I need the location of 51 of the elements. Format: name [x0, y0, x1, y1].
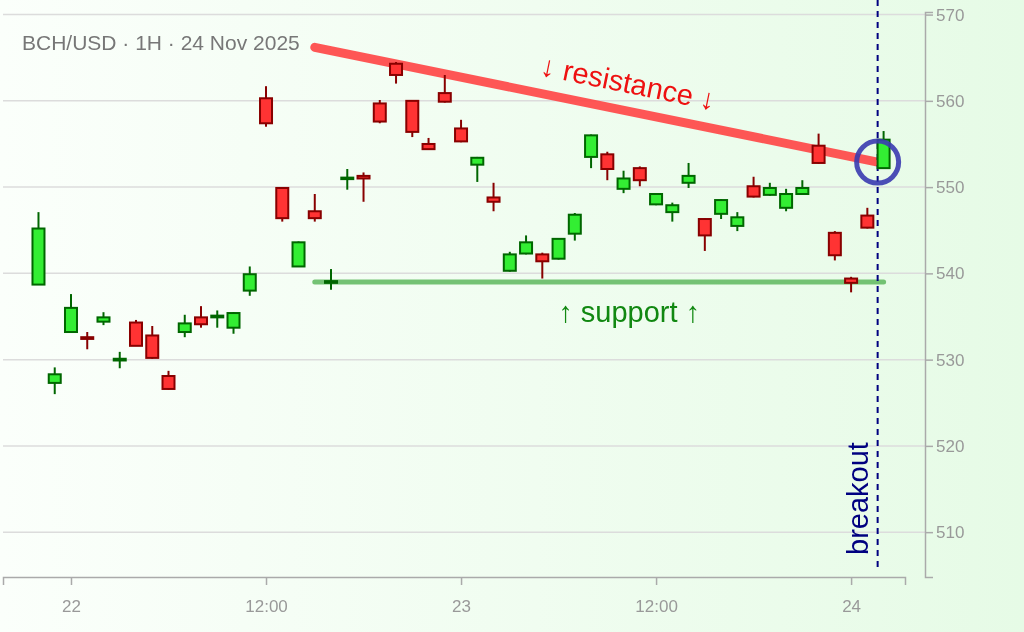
- candlestick: [665, 201, 680, 223]
- candlestick: [389, 61, 404, 85]
- candlestick: [714, 198, 729, 221]
- candlestick: [129, 318, 143, 347]
- x-tick-label: 12:00: [635, 596, 678, 616]
- candlestick: [860, 206, 875, 230]
- candlestick: [340, 167, 355, 191]
- candlestick: [502, 250, 517, 273]
- ref-line-label: breakout: [841, 442, 874, 555]
- candlestick: [324, 268, 339, 291]
- candlestick: [470, 155, 485, 183]
- candlestick: [616, 169, 631, 195]
- text: ↓ resistance ↓: [538, 49, 719, 117]
- y-tick-label: 520: [936, 436, 965, 456]
- text: BCH/USD · 1H · 24 Nov 2025: [22, 31, 300, 54]
- y-tick-label: 530: [936, 350, 965, 370]
- candlestick: [177, 313, 192, 339]
- candlestick: [194, 305, 209, 329]
- x-tick-label: 24: [842, 596, 862, 616]
- candlestick: [519, 234, 534, 256]
- candlestick: [632, 165, 647, 188]
- y-tick-label: 560: [936, 91, 965, 111]
- candlestick: [437, 73, 452, 104]
- x-tick-label: 22: [62, 596, 81, 616]
- candlestick: [242, 265, 257, 297]
- candlestick: [551, 237, 566, 261]
- candlestick: [535, 251, 550, 280]
- x-tick-label: 23: [452, 596, 471, 616]
- candlestick: [486, 181, 501, 213]
- candlestick: [827, 230, 842, 262]
- candlestick: [779, 187, 794, 213]
- y-tick-label: 540: [936, 264, 965, 284]
- candlestick: [600, 150, 615, 182]
- x-tick-label: 12:00: [245, 596, 288, 616]
- candlestick: [226, 311, 241, 335]
- candlestick: [47, 366, 62, 396]
- candlestick: [584, 133, 599, 170]
- y-tick-label: 570: [936, 5, 965, 25]
- candlestick: [746, 175, 761, 199]
- candlestick: [567, 211, 582, 242]
- candlestick: [730, 211, 745, 233]
- candlestick: [307, 193, 322, 223]
- candlestick: [161, 369, 176, 391]
- series-label: ↑ support ↑: [558, 295, 701, 328]
- y-tick-label: 550: [936, 178, 965, 198]
- candlestick: [145, 324, 160, 360]
- candlestick: [681, 161, 696, 189]
- y-tick-label: 510: [936, 523, 965, 543]
- candlestick: [356, 171, 371, 203]
- candlestick: [811, 132, 826, 165]
- candlestick: [697, 217, 712, 252]
